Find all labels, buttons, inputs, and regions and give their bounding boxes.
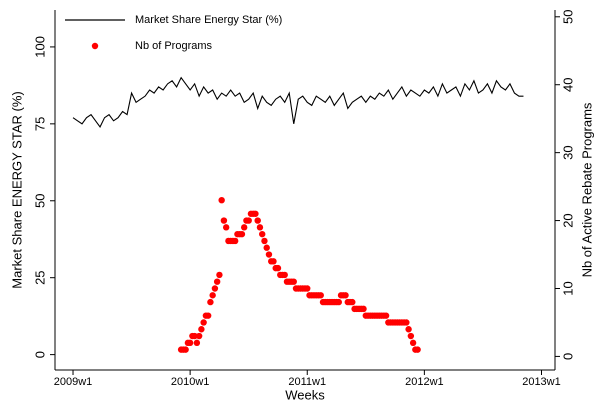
scatter-point xyxy=(261,237,268,245)
scatter-point xyxy=(342,292,349,299)
scatter-point xyxy=(360,305,367,313)
legend-label: Nb of Programs xyxy=(135,40,213,52)
scatter-point xyxy=(245,217,252,224)
scatter-point xyxy=(259,230,266,238)
scatter-point xyxy=(409,339,417,347)
scatter-point xyxy=(195,332,203,340)
scatter-point xyxy=(231,237,239,245)
y2-tick-label: 20 xyxy=(560,213,575,227)
scatter-point xyxy=(252,210,259,217)
legend-label: Market Share Energy Star (%) xyxy=(135,14,282,26)
scatter-point xyxy=(335,298,342,306)
scatter-point xyxy=(213,278,221,285)
x-axis-label: Weeks xyxy=(285,387,325,402)
scatter-point xyxy=(317,292,324,299)
scatter-point xyxy=(198,326,205,333)
series-line xyxy=(72,76,524,128)
x-tick-label: 2013w1 xyxy=(522,376,561,388)
x-tick-label: 2009w1 xyxy=(54,376,93,388)
y-tick-label: 100 xyxy=(32,36,47,58)
scatter-point xyxy=(191,332,198,340)
scatter-point xyxy=(238,230,246,238)
y-tick-label: 75 xyxy=(32,117,47,131)
scatter-point xyxy=(382,312,390,319)
legend-marker xyxy=(91,42,99,50)
y-axis-label: Market Share ENERGY STAR (%) xyxy=(9,91,24,288)
scatter-point xyxy=(211,285,219,292)
scatter-point xyxy=(193,339,201,347)
scatter-point xyxy=(263,244,270,251)
y2-tick-label: 10 xyxy=(560,281,575,295)
scatter-point xyxy=(281,271,288,279)
x-tick-label: 2010w1 xyxy=(171,376,210,388)
scatter-point xyxy=(405,326,412,333)
y2-tick-label: 40 xyxy=(560,77,575,91)
scatter-point xyxy=(407,332,415,340)
scatter-point xyxy=(222,224,230,231)
scatter-point xyxy=(200,319,207,326)
scatter-point xyxy=(256,224,264,231)
scatter-point xyxy=(204,312,212,319)
x-tick-label: 2011w1 xyxy=(288,376,326,388)
scatter-point xyxy=(207,298,214,306)
scatter-point xyxy=(414,346,421,353)
y2-tick-label: 30 xyxy=(560,145,575,159)
scatter-point xyxy=(254,217,261,224)
scatter-point xyxy=(349,298,356,306)
y2-tick-label: 0 xyxy=(560,353,575,360)
scatter-point xyxy=(290,278,297,285)
scatter-point xyxy=(274,264,282,272)
scatter-point xyxy=(240,224,248,231)
scatter-point xyxy=(218,196,225,204)
scatter-point xyxy=(186,339,194,347)
scatter-point xyxy=(270,258,277,265)
scatter-point xyxy=(403,319,410,326)
y2-tick-label: 50 xyxy=(560,10,575,24)
scatter-point xyxy=(209,292,216,299)
scatter-point xyxy=(220,217,228,224)
scatter-point xyxy=(216,271,223,279)
scatter-point xyxy=(182,346,189,353)
x-tick-label: 2012w1 xyxy=(405,376,444,388)
scatter-point xyxy=(304,285,311,292)
scatter-point xyxy=(265,251,273,258)
y-tick-label: 25 xyxy=(32,270,47,284)
y-tick-label: 0 xyxy=(32,351,47,358)
y-tick-label: 50 xyxy=(32,194,47,208)
y2-axis-label: Nb of Active Rebate Programs xyxy=(579,102,594,277)
